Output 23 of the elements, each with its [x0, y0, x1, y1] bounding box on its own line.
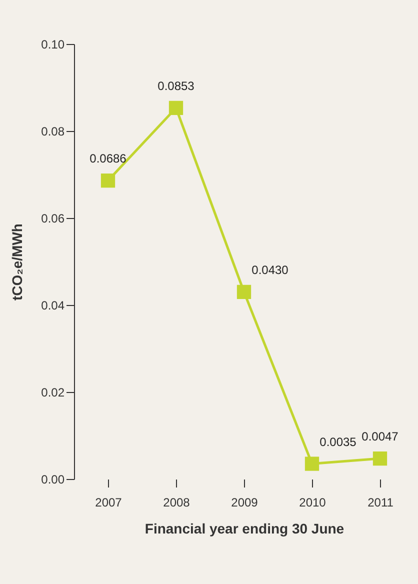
y-axis-title: tCO₂e/MWh: [9, 224, 26, 300]
x-tick-label: 2010: [299, 496, 326, 510]
point: [100, 174, 116, 188]
point: [168, 100, 184, 116]
x-tick-label: 2011: [368, 496, 394, 510]
y-tick-label: 0.06: [41, 212, 65, 226]
y-tick-label: 0.00: [41, 472, 65, 486]
text: 0.0035: [320, 434, 356, 449]
text: 0.0047: [362, 430, 398, 444]
y-tick-label: 0.08: [41, 124, 65, 138]
point: [372, 451, 388, 466]
text: 0.0430: [252, 262, 288, 277]
x-tick-label: 2009: [231, 496, 258, 510]
point: [304, 456, 320, 471]
y-tick-label: 0.02: [41, 386, 65, 400]
text: 0.0853: [158, 78, 194, 93]
x-tick-label: 2008: [163, 496, 190, 510]
text: 0.0686: [90, 152, 126, 166]
point: [236, 284, 252, 300]
y-tick-label: 0.04: [41, 298, 65, 312]
x-axis-title: Financial year ending 30 June: [144, 520, 344, 536]
x-tick-label: 2007: [95, 496, 122, 510]
y-tick-label: 0.10: [41, 38, 65, 52]
